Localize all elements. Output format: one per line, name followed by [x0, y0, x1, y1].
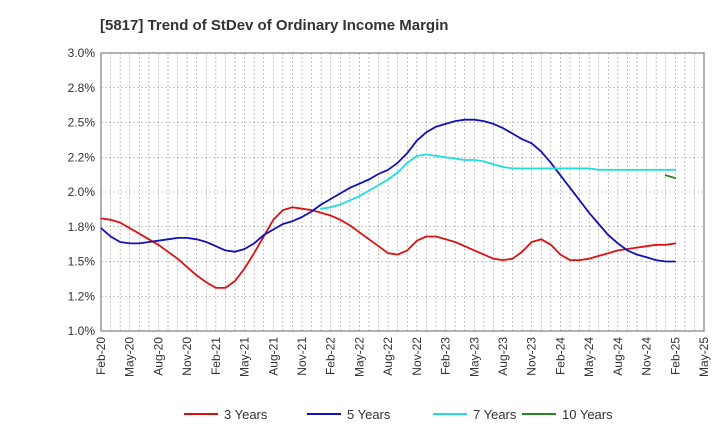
x-tick-label: May-21	[238, 337, 252, 377]
x-tick-label: Aug-20	[151, 337, 165, 376]
series-lines	[100, 118, 677, 289]
x-axis-ticks: Feb-20 May-20 Aug-20 Nov-20 Feb-21 May-21 Aug-…	[94, 337, 711, 377]
y-tick-label: 1.5%	[68, 255, 96, 269]
y-tick-label: 2.2%	[68, 150, 96, 164]
x-tick-label: Feb-22	[324, 337, 338, 375]
y-tick-label: 1.2%	[68, 289, 96, 303]
x-tick-label: May-24	[582, 337, 596, 377]
chart-title: [5817] Trend of StDev of Ordinary Income…	[100, 17, 448, 34]
legend-label: 7 Years	[473, 407, 517, 422]
legend-label: 3 Years	[224, 407, 268, 422]
x-tick-label: Nov-22	[410, 337, 424, 376]
x-tick-label: Feb-20	[94, 337, 108, 375]
x-tick-label: Feb-24	[553, 337, 567, 375]
x-tick-label: Nov-21	[295, 337, 309, 376]
x-tick-label: Aug-24	[611, 337, 625, 376]
x-tick-label: Aug-22	[381, 337, 395, 376]
y-tick-label: 3.0%	[68, 46, 96, 60]
y-axis-ticks: 3.0% 2.8% 2.5% 2.2% 2.0% 1.8% 1.5% 1.2% 1.0%	[68, 46, 96, 338]
legend: 3 Years 5 Years 7 Years 10 Years	[184, 407, 613, 422]
x-tick-label: Nov-23	[525, 337, 539, 376]
x-tick-label: Feb-23	[439, 337, 453, 375]
x-tick-label: Nov-20	[180, 337, 194, 376]
x-tick-label: Aug-21	[266, 337, 280, 376]
x-tick-label: May-20	[123, 337, 137, 377]
series-line-7-years	[320, 153, 677, 210]
x-tick-label: Aug-23	[496, 337, 510, 376]
x-tick-label: Nov-24	[640, 337, 654, 376]
y-tick-label: 2.8%	[68, 81, 96, 95]
series-line-10-years	[664, 174, 677, 180]
y-tick-label: 1.8%	[68, 220, 96, 234]
series-line-3-years	[100, 206, 677, 289]
y-tick-label: 2.5%	[68, 116, 96, 130]
x-tick-label: May-22	[352, 337, 366, 377]
x-tick-label: May-23	[467, 337, 481, 377]
y-tick-label: 1.0%	[68, 324, 96, 338]
legend-label: 5 Years	[347, 407, 391, 422]
legend-label: 10 Years	[562, 407, 613, 422]
x-tick-label: May-25	[697, 337, 711, 377]
grid	[100, 52, 705, 332]
x-tick-label: Feb-21	[209, 337, 223, 375]
y-tick-label: 2.0%	[68, 185, 96, 199]
plot-frame	[100, 52, 705, 332]
series-line-5-years	[100, 118, 677, 263]
x-tick-label: Feb-25	[668, 337, 682, 375]
